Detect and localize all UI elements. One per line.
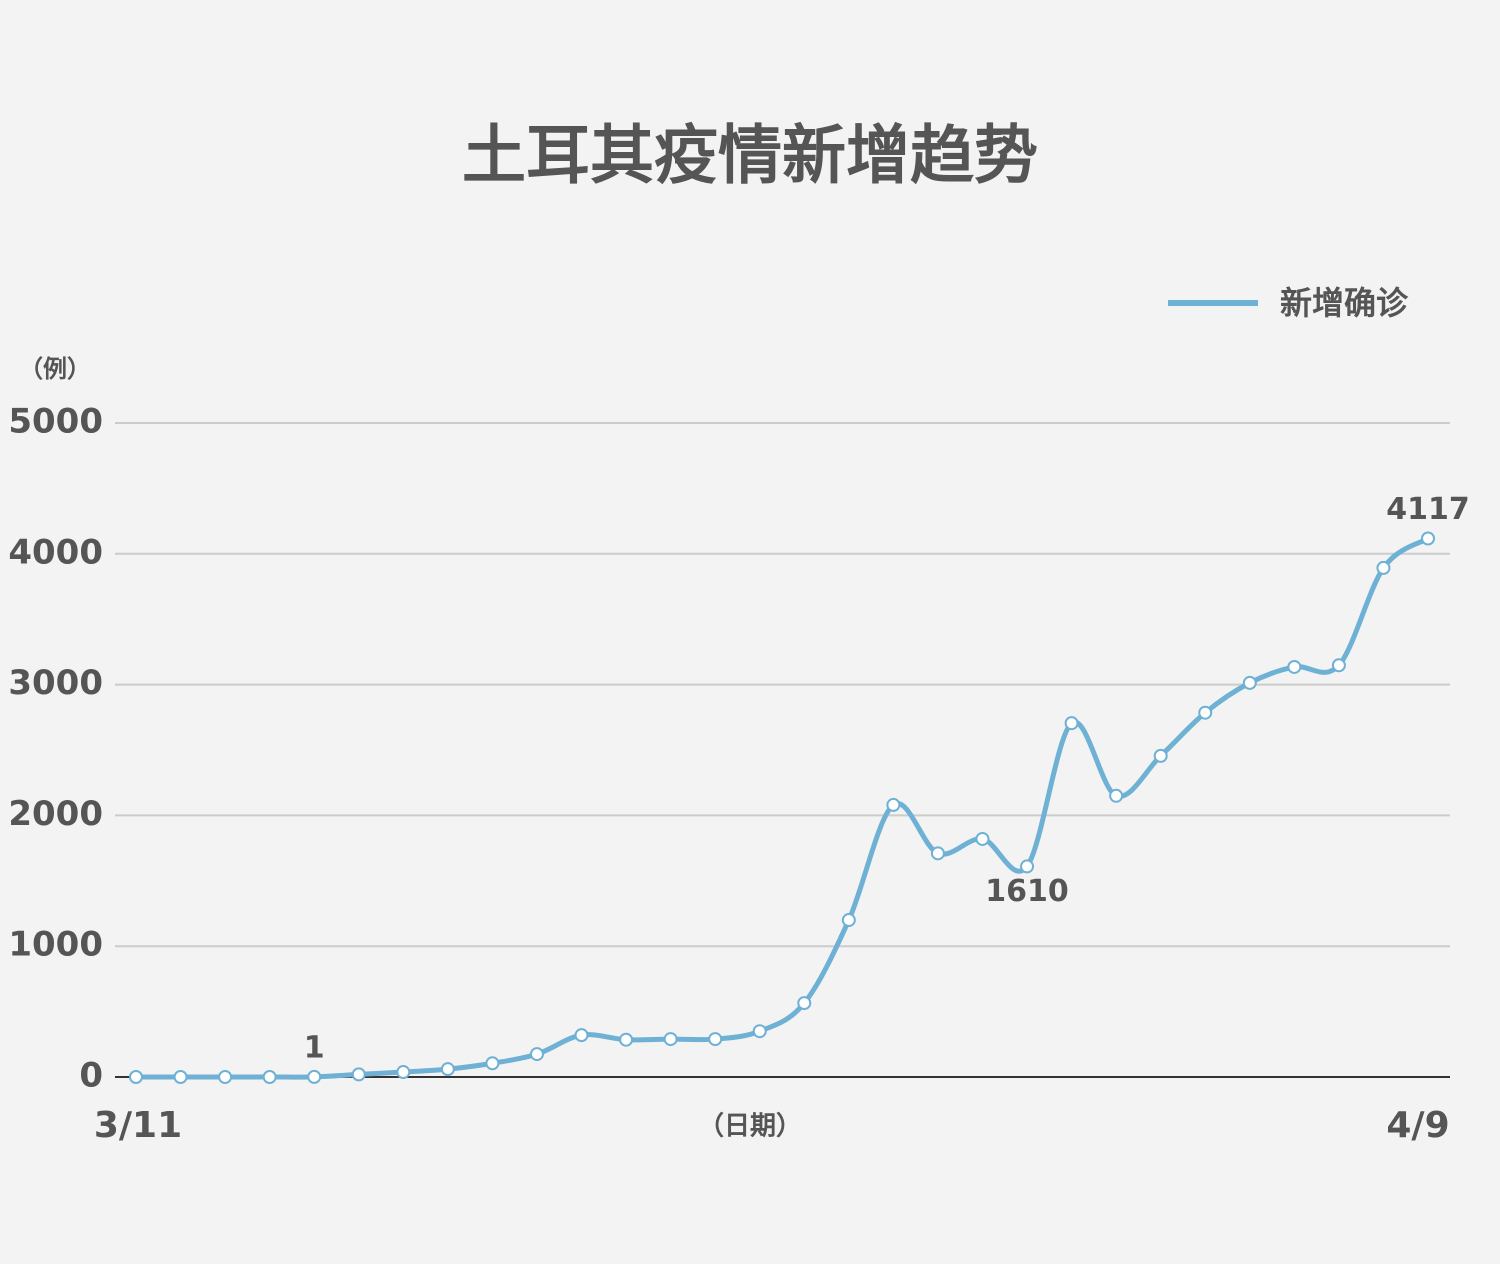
point-marker [1421, 531, 1435, 546]
point-marker [1064, 716, 1079, 731]
chart-title: 土耳其疫情新增趋势 [462, 120, 1038, 194]
point-marker [663, 1032, 678, 1047]
point-marker [1109, 788, 1124, 803]
point-marker [708, 1032, 723, 1047]
y-tick-label: 0 [79, 1056, 103, 1096]
point-marker [574, 1028, 589, 1043]
point-marker [529, 1047, 544, 1062]
point-marker [262, 1070, 277, 1084]
point-marker [886, 797, 901, 812]
legend-label: 新增确诊 [1280, 284, 1409, 322]
y-tick-label: 5000 [8, 402, 103, 442]
point-marker [173, 1070, 188, 1084]
point-marker [752, 1024, 767, 1039]
point-marker [307, 1069, 322, 1084]
point-marker [1153, 748, 1168, 763]
y-tick-label: 3000 [8, 663, 103, 703]
point-marker [797, 996, 812, 1011]
value-label: 1610 [985, 874, 1069, 909]
y-tick-label: 1000 [8, 925, 103, 965]
point-marker [1198, 705, 1213, 720]
point-marker [218, 1070, 233, 1084]
point-marker [1287, 659, 1302, 674]
x-tick-label: 4/9 [1386, 1105, 1449, 1146]
y-tick-label: 4000 [8, 532, 103, 572]
point-marker [975, 831, 990, 846]
point-marker [440, 1062, 455, 1077]
point-marker [129, 1070, 143, 1084]
point-marker [1331, 658, 1346, 673]
point-marker [396, 1065, 411, 1080]
point-marker [1242, 675, 1257, 690]
point-marker [1376, 560, 1391, 575]
point-marker [1020, 859, 1035, 874]
x-axis-label: （日期） [698, 1112, 802, 1142]
value-label: 1 [304, 1030, 325, 1065]
point-marker [841, 913, 856, 928]
y-tick-label: 2000 [8, 794, 103, 834]
point-marker [619, 1032, 634, 1047]
y-axis-label: （例） [19, 355, 91, 383]
value-label: 4117 [1386, 492, 1470, 527]
x-tick-label: 3/11 [94, 1105, 182, 1146]
point-marker [351, 1067, 366, 1082]
point-marker [485, 1056, 500, 1071]
point-marker [930, 846, 945, 861]
